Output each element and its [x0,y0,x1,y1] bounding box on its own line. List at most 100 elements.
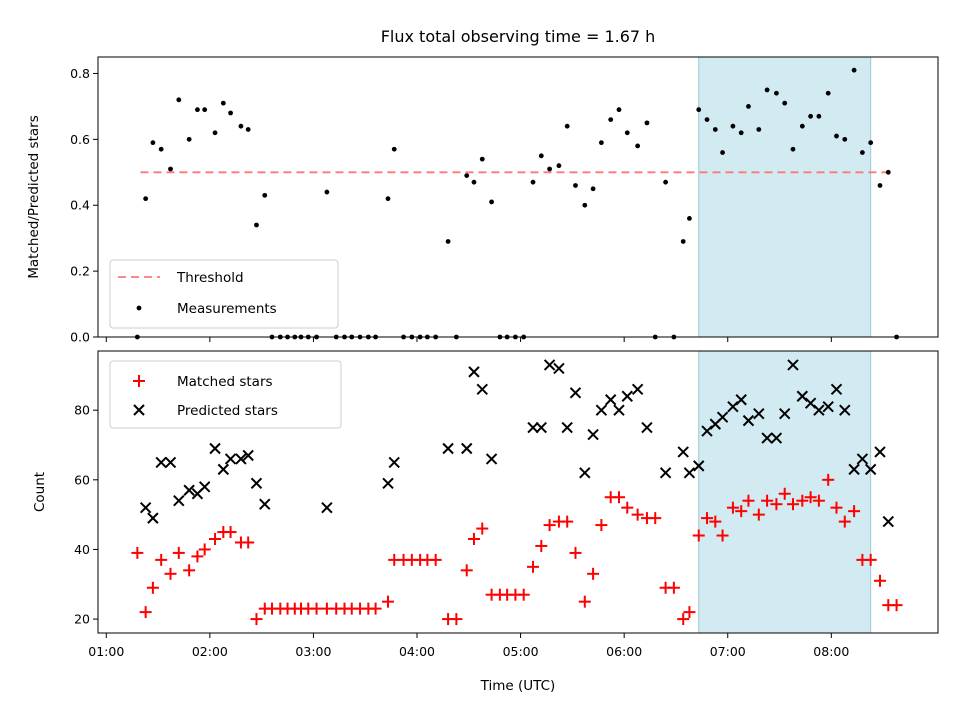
bottom-y-axis-label: Count [32,472,48,512]
bottom-legend-box [109,360,342,429]
matched-point [726,501,739,514]
measurement-point [176,97,182,103]
measurement-point [738,130,744,136]
measurement-point [212,130,218,136]
predicted-point-stroke-b [461,442,473,455]
predicted-point [716,411,729,423]
measurement-point [782,100,788,106]
predicted-point [595,404,608,416]
matched-point [838,515,851,528]
predicted-point [259,498,271,510]
matched-point [796,494,809,507]
predicted-point [613,404,625,416]
predicted-point [147,512,159,524]
matched-point [778,487,791,500]
predicted-point [527,421,539,434]
top-y-tick-label: 0.4 [70,198,90,213]
predicted-point [864,463,877,476]
predicted-point [173,494,185,507]
matched-point [155,553,168,566]
predicted-point-stroke-b [683,467,696,479]
measurement-point [635,143,641,149]
measurement-point [556,163,562,169]
matched-point [709,515,722,528]
predicted-point-stroke-b [779,407,791,420]
measurement-point [859,150,865,155]
x-tick-label: 03:00 [295,644,331,659]
matched-point [467,533,480,545]
measurement-point [816,113,822,119]
measurement-point [262,192,268,198]
predicted-point-stroke-b [164,456,177,469]
measurement-point [868,140,874,146]
predicted-point-stroke-b [388,456,400,469]
predicted-point-stroke-b [874,446,886,458]
measurement-point [790,146,796,152]
x-tick-label: 06:00 [606,644,642,659]
measurement-point [186,136,192,142]
measurement-point [730,123,736,129]
predicted-point [693,460,705,472]
top-legend: Threshold Measurements [109,259,339,329]
predicted-point-stroke-b [139,501,152,514]
matched-point [578,595,591,608]
measurement-point [464,173,470,178]
predicted-point [822,400,834,413]
predicted-point-stroke-b [659,467,672,479]
matched-point [786,498,799,511]
predicted-point-stroke-b [553,362,565,375]
matched-point [716,529,729,542]
predicted-point [485,453,498,465]
predicted-point-stroke-b [839,404,851,416]
matched-point [527,560,540,573]
predicted-point [198,481,211,493]
predicted-point-stroke-b [830,383,843,396]
measurement-point [582,202,588,208]
measurement-point [608,117,614,122]
measurement-point [825,90,831,96]
measurement-point [254,222,259,228]
measurement-point [538,153,544,159]
predicted-point [217,463,230,476]
bottom-y-axis: 20 40 60 80 [74,403,98,627]
predicted-point-stroke-b [242,449,254,462]
matched-point [209,533,222,545]
predicted-point-stroke-b [155,456,167,469]
predicted-point-stroke-b [761,432,773,444]
bottom-legend: Matched stars Predicted stars [109,360,342,429]
top-legend-box [109,259,339,329]
measurement-point [489,199,494,205]
predicted-point [659,467,672,479]
matched-point [198,543,211,556]
predicted-point [321,501,333,514]
legend-predicted-label: Predicted stars [177,403,278,419]
predicted-point [461,442,473,455]
predicted-point-stroke-b [468,366,480,378]
predicted-point [543,359,556,371]
predicted-point-stroke-b [856,453,869,465]
measurement-point [885,169,891,175]
predicted-point-stroke-b [813,404,825,416]
measurement-point [851,67,857,73]
predicted-point-stroke-b [604,394,617,406]
predicted-point-stroke-b [693,460,705,472]
top-y-axis-label: Matched/Predicted stars [26,115,42,278]
x-tick-label: 04:00 [399,644,435,659]
predicted-point [382,477,394,490]
matched-point [369,602,382,615]
predicted-point [753,407,765,420]
x-tick-label: 08:00 [813,644,849,659]
predicted-point [830,383,843,396]
predicted-point-stroke-b [476,383,488,396]
matched-point [139,606,152,619]
matched-point [535,539,548,552]
predicted-point [164,456,177,469]
measurement-point [696,107,702,113]
measurement-point [150,140,156,146]
matched-point [146,581,159,594]
predicted-point-stroke-b [579,467,591,479]
matched-point [450,613,463,626]
matched-point [631,508,644,521]
measurement-point [712,127,718,132]
predicted-point-stroke-b [235,453,247,465]
